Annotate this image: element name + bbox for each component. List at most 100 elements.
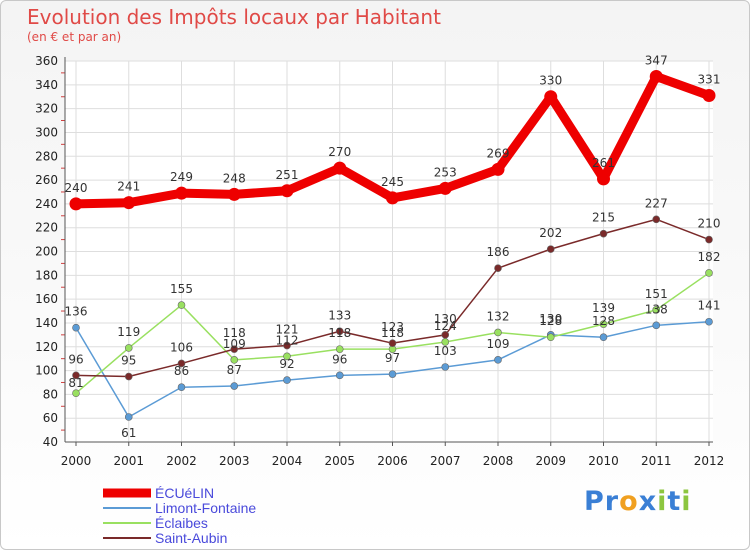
data-label: 138 <box>645 302 668 316</box>
data-point <box>124 413 133 421</box>
data-label: 186 <box>487 245 510 259</box>
logo-letter: t <box>667 486 682 517</box>
logo-letter: o <box>619 486 639 517</box>
x-tick-label: 2003 <box>219 454 250 468</box>
data-label: 155 <box>170 282 193 296</box>
x-tick-label: 2000 <box>61 454 92 468</box>
data-point <box>705 269 713 277</box>
data-point <box>546 333 555 342</box>
x-tick-label: 2011 <box>641 454 672 468</box>
data-label: 103 <box>434 344 457 358</box>
data-point <box>388 339 397 347</box>
data-point <box>702 89 716 103</box>
data-point <box>494 264 502 272</box>
chart-title: Evolution des Impôts locaux par Habitant <box>27 5 441 29</box>
y-tick-label: 160 <box>35 292 58 306</box>
series--cu-lin <box>69 69 716 211</box>
data-label: 130 <box>434 312 457 326</box>
data-point <box>599 333 608 342</box>
data-label: 112 <box>276 333 299 347</box>
data-label: 331 <box>698 73 721 87</box>
x-tick-label: 2008 <box>483 454 514 468</box>
y-tick-label: 200 <box>35 245 58 259</box>
data-label: 241 <box>117 180 140 194</box>
data-label: 96 <box>68 352 83 366</box>
legend <box>103 488 151 539</box>
data-point <box>441 331 450 339</box>
data-point <box>124 372 133 381</box>
series--claibes <box>72 269 713 397</box>
y-tick-label: 320 <box>35 102 58 116</box>
x-tick-label: 2012 <box>694 454 725 468</box>
data-point <box>441 363 450 371</box>
data-point <box>705 317 713 326</box>
data-point <box>333 161 347 175</box>
y-tick-label: 280 <box>35 149 58 163</box>
data-point <box>177 301 186 309</box>
data-point <box>227 187 241 201</box>
data-point <box>283 341 291 350</box>
data-point <box>72 371 80 380</box>
data-point <box>175 186 188 200</box>
data-label: 121 <box>276 323 299 337</box>
data-label: 123 <box>381 320 404 334</box>
data-point <box>335 327 344 336</box>
data-point <box>597 172 610 186</box>
data-point <box>649 69 663 83</box>
x-tick-label: 2010 <box>588 454 619 468</box>
data-point <box>280 184 294 198</box>
y-tick-label: 140 <box>35 316 58 330</box>
data-point <box>705 235 713 244</box>
y-tick-label: 60 <box>43 411 58 425</box>
y-tick-label: 340 <box>35 78 58 92</box>
y-tick-label: 220 <box>35 221 58 235</box>
data-point <box>652 215 661 224</box>
data-label: 128 <box>539 314 562 328</box>
data-label: 245 <box>381 175 404 189</box>
data-point <box>544 90 558 104</box>
data-label: 330 <box>539 74 562 88</box>
chart-subtitle: (en € et par an) <box>27 30 122 44</box>
data-label: 261 <box>592 156 615 170</box>
legend-label: ÉCUéLIN <box>155 485 214 501</box>
x-tick-label: 2004 <box>272 454 303 468</box>
data-label: 119 <box>117 325 140 339</box>
x-tick-label: 2001 <box>113 454 144 468</box>
series-saint-aubin <box>72 215 713 381</box>
y-tick-label: 260 <box>35 173 58 187</box>
x-tick-label: 2007 <box>430 454 461 468</box>
y-tick-label: 120 <box>35 340 58 354</box>
data-label: 347 <box>645 53 668 67</box>
y-tick-label: 360 <box>35 54 58 68</box>
data-label: 118 <box>328 326 351 340</box>
data-label: 130 <box>539 312 562 326</box>
legend-label: Limont-Fontaine <box>155 500 256 516</box>
data-point <box>283 376 291 384</box>
data-label: 118 <box>381 326 404 340</box>
y-tick-label: 300 <box>35 125 58 139</box>
data-label: 95 <box>121 354 136 368</box>
data-label: 182 <box>698 250 721 264</box>
logo-letter: P <box>584 486 605 517</box>
data-label: 270 <box>328 145 351 159</box>
data-point <box>283 352 291 361</box>
data-label: 215 <box>592 211 615 225</box>
data-point <box>177 359 186 368</box>
data-point <box>177 383 186 392</box>
legend-label: Éclaibes <box>155 515 208 531</box>
data-point <box>494 328 502 337</box>
proxiti-logo: Proxiti <box>584 486 692 517</box>
data-point <box>388 370 397 378</box>
data-label: 133 <box>328 308 351 322</box>
data-point <box>72 389 80 397</box>
data-point <box>72 323 80 332</box>
data-label: 118 <box>223 326 246 340</box>
data-label: 240 <box>65 181 88 195</box>
data-label: 136 <box>65 305 88 319</box>
data-label: 249 <box>170 170 193 184</box>
data-label: 251 <box>276 168 299 182</box>
y-tick-label: 80 <box>43 387 58 401</box>
y-tick-label: 240 <box>35 197 58 211</box>
